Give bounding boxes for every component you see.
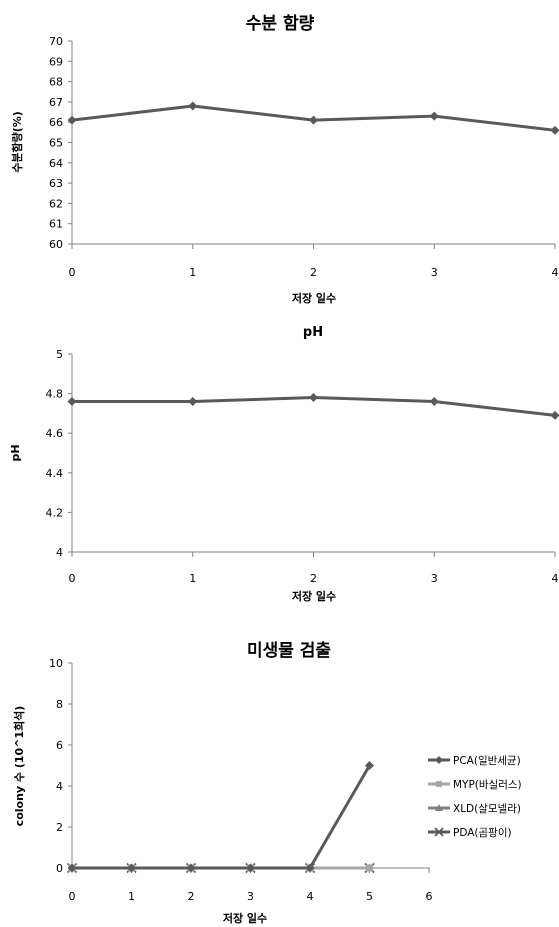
y-axis-title: colony 수 (10^1희석) [12, 706, 26, 827]
x-tick-label: 4 [552, 266, 559, 279]
data-point [67, 397, 77, 407]
x-tick-label: 2 [310, 572, 317, 585]
chart-title: 미생물 검출 [247, 641, 331, 661]
y-axis-title: 수분함량(%) [10, 111, 24, 173]
y-tick-label: 4 [56, 780, 63, 793]
x-tick-label: 5 [366, 890, 373, 903]
x-tick-label: 1 [189, 572, 196, 585]
y-tick-label: 67 [49, 96, 63, 109]
x-axis-title: 저장 일수 [292, 589, 336, 603]
x-tick-label: 1 [128, 890, 135, 903]
data-point [188, 101, 198, 111]
legend-label: PCA(일반세균) [453, 754, 521, 767]
y-tick-label: 4.2 [46, 506, 64, 519]
y-tick-label: 6 [56, 739, 63, 752]
y-tick-label: 61 [49, 218, 63, 231]
x-tick-label: 3 [431, 266, 438, 279]
x-tick-label: 3 [431, 572, 438, 585]
x-axis-title: 저장 일수 [292, 291, 336, 305]
y-tick-label: 4.8 [46, 388, 64, 401]
y-tick-label: 5 [56, 348, 63, 361]
y-tick-label: 62 [49, 197, 63, 210]
ph-chart: pH 저장 일수 pH 4 4.2 4.4 4.6 4.8 5 0 1 2 3 4 [9, 325, 559, 603]
y-tick-label: 60 [49, 238, 63, 251]
y-tick-label: 4 [56, 546, 63, 559]
y-tick-label: 2 [56, 821, 63, 834]
y-axis-title: pH [9, 444, 22, 461]
data-point [188, 397, 198, 407]
legend-label: XLD(살모넬라) [453, 803, 521, 815]
y-tick-label: 4.6 [46, 427, 64, 440]
x-tick-label: 2 [188, 890, 195, 903]
data-point [429, 111, 439, 121]
y-tick-label: 66 [49, 116, 63, 129]
data-point [429, 397, 439, 407]
y-tick-label: 64 [49, 157, 63, 170]
y-tick-label: 70 [49, 35, 63, 48]
x-tick-label: 2 [310, 266, 317, 279]
y-tick-label: 4.4 [46, 467, 64, 480]
legend-label: PDA(곰팡이) [453, 827, 512, 839]
x-tick-label: 3 [247, 890, 254, 903]
data-point [305, 863, 315, 873]
legend-marker [434, 827, 444, 837]
series-line [72, 764, 371, 870]
data-point [186, 863, 196, 873]
legend-label: MYP(바실러스) [453, 779, 522, 791]
data-point [246, 863, 255, 873]
y-tick-label: 8 [56, 698, 63, 711]
y-tick-label: 68 [49, 76, 63, 89]
data-point [67, 863, 77, 873]
x-tick-label: 6 [426, 890, 433, 903]
chart-title: pH [303, 325, 323, 340]
x-tick-label: 0 [69, 890, 76, 903]
y-tick-label: 63 [49, 177, 63, 190]
data-point [67, 115, 77, 125]
data-point [309, 393, 318, 403]
data-point [127, 863, 136, 873]
y-tick-label: 65 [49, 137, 63, 150]
y-tick-label: 0 [56, 862, 63, 875]
marker-stroke [434, 827, 444, 837]
moisture-chart: 수분 함량 저장 일수 수분함량(%) 60 61 62 63 64 65 66 67 68 69… [10, 13, 559, 305]
data-point [366, 864, 373, 872]
legend-marker [436, 781, 442, 787]
x-tick-label: 0 [69, 266, 76, 279]
legend-marker [435, 756, 443, 764]
y-tick-label: 10 [49, 657, 63, 670]
microbe-chart: 미생물 검출 저장 일수 colony 수 (10^1희석) 0 2 4 6 8 10 0 1… [12, 641, 522, 925]
y-tick-label: 69 [49, 55, 63, 68]
chart-title: 수분 함량 [246, 13, 315, 34]
x-tick-label: 4 [552, 572, 559, 585]
x-tick-label: 4 [307, 890, 314, 903]
x-axis-title: 저장 일수 [223, 911, 267, 925]
data-point [550, 410, 559, 420]
data-point [309, 115, 318, 125]
data-point [550, 125, 559, 135]
data-point [365, 761, 374, 770]
x-tick-label: 1 [189, 266, 196, 279]
x-tick-label: 0 [69, 572, 76, 585]
legend-marker [435, 804, 443, 811]
